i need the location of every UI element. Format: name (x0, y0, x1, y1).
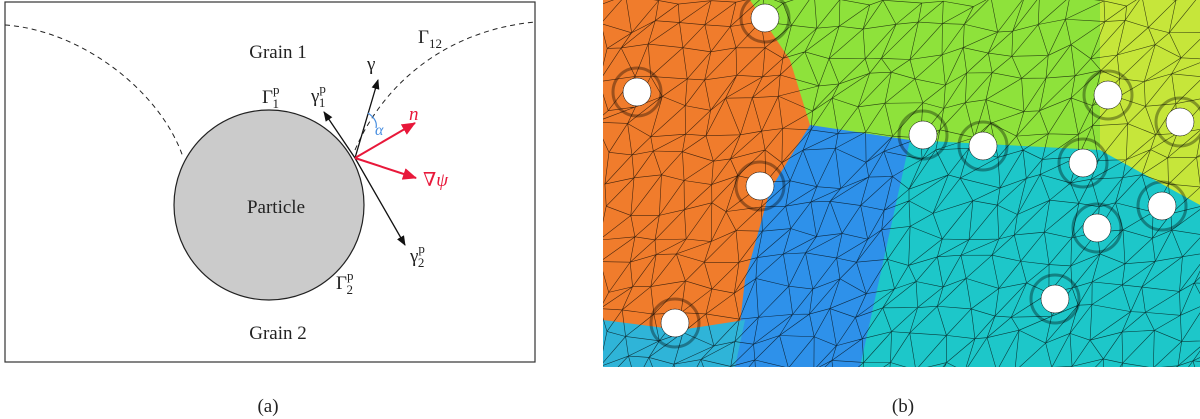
boundary-left (4, 24, 184, 158)
label: ∇ψ (423, 170, 449, 191)
hole (968, 131, 998, 161)
hole (1082, 213, 1112, 243)
arrow-gamma-1p (323, 111, 356, 159)
label: n (409, 104, 419, 125)
hole (660, 308, 690, 338)
region (1085, 0, 1200, 205)
refinement (611, 66, 663, 118)
label: γp 2 (409, 241, 425, 270)
hole (750, 3, 780, 33)
refinement (649, 297, 701, 349)
refinement (957, 120, 1009, 172)
refinement (739, 0, 791, 44)
hole (1040, 284, 1070, 314)
label: Grain 2 (249, 323, 307, 344)
mesh (603, 0, 1200, 367)
mesh-lines (603, 0, 1200, 367)
arrow-gradient (354, 157, 417, 180)
holes (611, 0, 1200, 349)
region (860, 140, 1200, 367)
refinement (1071, 202, 1123, 254)
arrow-gamma (354, 79, 380, 159)
hole (1147, 191, 1177, 221)
label: α (375, 122, 384, 139)
arrow-gamma-2p (354, 157, 406, 246)
hole (908, 120, 938, 150)
label: Γ12 (418, 27, 442, 51)
panel-a: Grain 1 Grain 2 Particle Γ12 Γp 1 Γp 2 γ γ… (4, 1, 536, 417)
refinement (1154, 96, 1200, 148)
label: Γp 1 (262, 82, 279, 111)
boundary-right (354, 21, 536, 151)
label: Particle (247, 197, 305, 218)
label: γ (366, 54, 375, 75)
refinement (734, 160, 786, 212)
angle-arc (367, 112, 377, 129)
hole (622, 77, 652, 107)
particle (173, 109, 365, 301)
hole (1165, 107, 1195, 137)
caption: (b) (892, 396, 914, 417)
hole (1093, 80, 1123, 110)
hole (745, 171, 775, 201)
refinement (1136, 180, 1188, 232)
label: Grain 1 (249, 42, 307, 63)
label: γp 1 (310, 81, 326, 110)
refinement (1029, 273, 1081, 325)
arrow-normal (354, 122, 416, 159)
refinement (897, 109, 949, 161)
caption: (a) (257, 396, 278, 417)
refinement (1057, 137, 1109, 189)
hole (1068, 148, 1098, 178)
label: Γp 2 (336, 268, 353, 297)
panel-b (603, 0, 1200, 367)
refinement (1082, 69, 1134, 121)
